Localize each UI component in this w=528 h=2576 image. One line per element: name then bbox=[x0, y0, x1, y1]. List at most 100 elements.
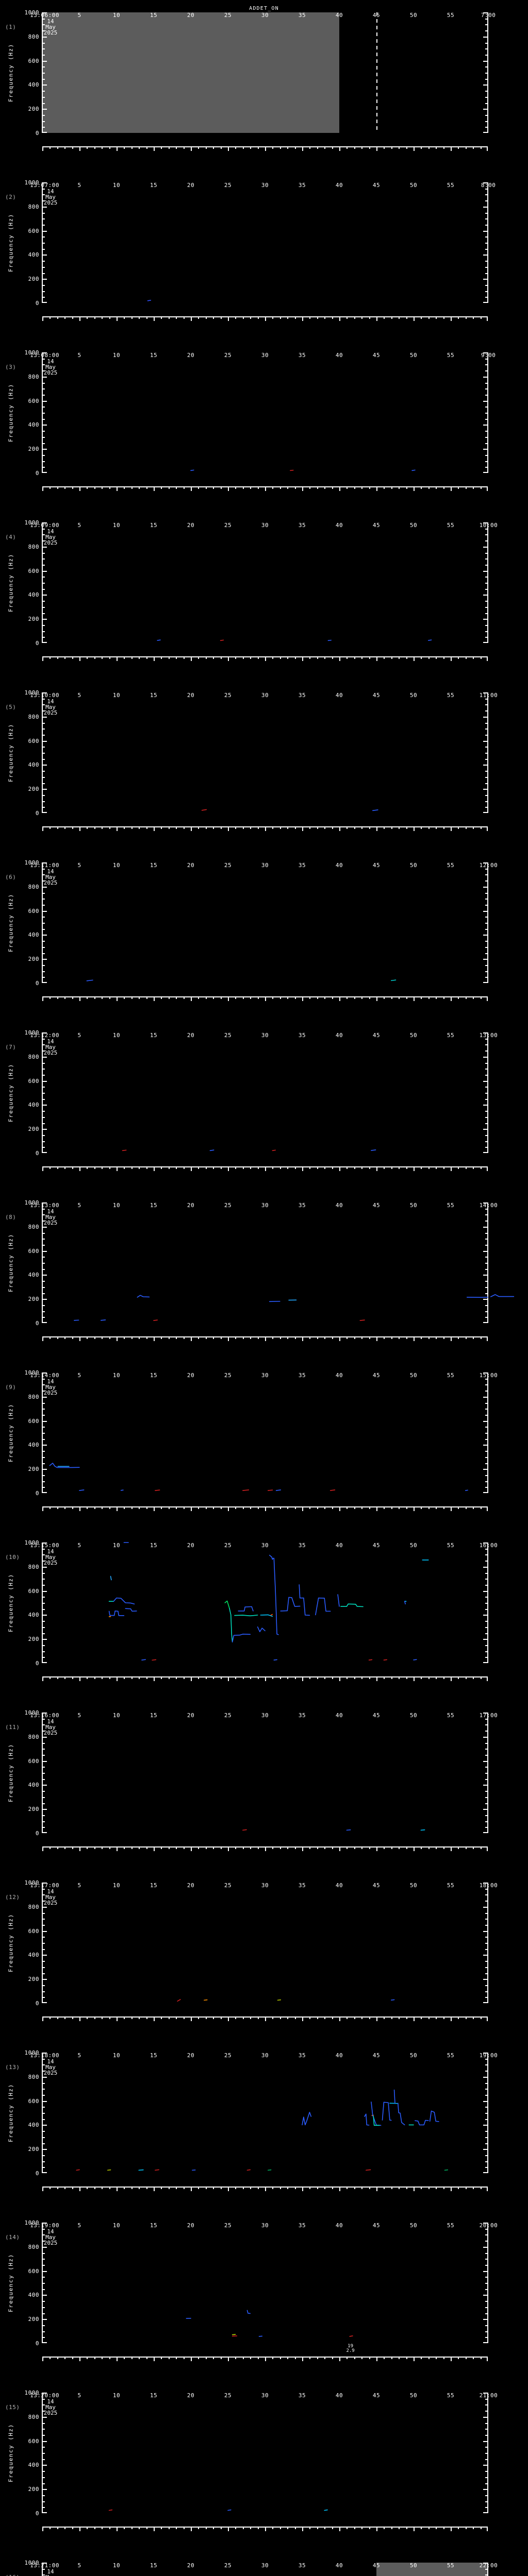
x-tick-minor bbox=[109, 1166, 110, 1169]
y-tick-minor bbox=[42, 2082, 45, 2084]
y-tick-minor-right bbox=[485, 2313, 488, 2314]
x-tick-minor bbox=[406, 656, 407, 659]
plot-area[interactable] bbox=[42, 2393, 488, 2513]
y-tick-major bbox=[42, 1662, 47, 1663]
plot-area[interactable] bbox=[42, 692, 488, 813]
x-tick-minor bbox=[94, 1846, 95, 1849]
x-tick-label: 35 bbox=[298, 12, 306, 19]
y-tick-minor bbox=[42, 2495, 45, 2496]
x-tick-minor bbox=[183, 2357, 185, 2359]
y-tick-minor bbox=[42, 1603, 45, 1604]
x-tick-label: 45 bbox=[372, 1032, 381, 1039]
y-tick-major-right bbox=[483, 400, 488, 402]
y-axis-title: Frequency (Hz) bbox=[7, 383, 14, 442]
y-tick-minor-right bbox=[485, 358, 488, 360]
y-tick-minor-right bbox=[485, 2471, 488, 2472]
x-tick-minor bbox=[220, 316, 222, 319]
x-tick-minor bbox=[421, 2527, 422, 2529]
x-tick-minor bbox=[361, 146, 363, 149]
x-tick-minor bbox=[421, 996, 422, 999]
x-tick-minor bbox=[146, 1846, 147, 1849]
x-tick-minor bbox=[220, 826, 222, 829]
plot-area[interactable] bbox=[42, 522, 488, 643]
date-line: 14 bbox=[47, 2058, 54, 2065]
x-tick-label: 10 bbox=[112, 182, 121, 189]
y-tick-minor-right bbox=[485, 583, 488, 584]
spectrogram-panel: (10) Frequency (Hz) 1000 800 600 400 200 0 13:15… bbox=[0, 1536, 528, 1706]
x-tick-minor bbox=[109, 2016, 110, 2019]
x-tick-minor bbox=[131, 316, 133, 319]
y-tick-major-right bbox=[483, 132, 488, 133]
x-tick-minor bbox=[131, 2527, 133, 2529]
y-tick-minor-right bbox=[485, 1391, 488, 1392]
plot-area[interactable] bbox=[42, 2563, 488, 2576]
x-tick-minor bbox=[235, 826, 237, 829]
x-tick-minor bbox=[183, 1506, 185, 1509]
x-tick-minor bbox=[421, 316, 422, 319]
x-tick-label: 25 bbox=[224, 1542, 232, 1549]
plot-area[interactable] bbox=[42, 2053, 488, 2173]
x-tick-minor bbox=[161, 996, 162, 999]
x-tick-minor bbox=[102, 656, 103, 659]
y-tick-minor-right bbox=[485, 753, 488, 754]
plot-area[interactable] bbox=[42, 12, 488, 133]
plot-area[interactable] bbox=[42, 862, 488, 983]
plot-area[interactable] bbox=[42, 1883, 488, 2003]
plot-area[interactable] bbox=[42, 1032, 488, 1153]
plot-area[interactable] bbox=[42, 1713, 488, 1833]
x-tick-minor bbox=[436, 1506, 437, 1509]
y-tick-minor-right bbox=[485, 1134, 488, 1136]
x-tick-minor bbox=[443, 486, 444, 489]
x-tick-minor bbox=[369, 2527, 370, 2529]
y-tick-minor-right bbox=[485, 1456, 488, 1458]
x-tick-major bbox=[154, 1846, 155, 1851]
y-tick-major-right bbox=[483, 692, 488, 693]
plot-area[interactable] bbox=[42, 182, 488, 303]
x-tick-minor bbox=[473, 996, 474, 999]
plot-area[interactable] bbox=[42, 1202, 515, 1323]
y-tick-minor bbox=[42, 261, 45, 262]
y-tick-minor-right bbox=[485, 734, 488, 736]
plot-area[interactable] bbox=[42, 1542, 488, 1663]
spectrogram-panel: (6) Frequency (Hz) 1000 800 600 400 200 0 13:11:… bbox=[0, 856, 528, 1026]
y-tick-minor-right bbox=[485, 2089, 488, 2090]
y-tick-minor-right bbox=[485, 1919, 488, 1920]
x-tick-major bbox=[117, 1676, 118, 1681]
y-tick-major bbox=[42, 2295, 47, 2296]
x-tick-label: 20 bbox=[187, 1542, 195, 1549]
y-tick-label: 0 bbox=[35, 2510, 39, 2517]
y-tick-minor-right bbox=[485, 1991, 488, 1992]
y-tick-label: 800 bbox=[28, 1223, 39, 1230]
y-tick-minor-right bbox=[485, 1597, 488, 1598]
y-tick-major bbox=[42, 279, 47, 280]
detection-trace bbox=[147, 300, 152, 301]
date-line: 14 bbox=[47, 1038, 54, 1045]
y-tick-major-right bbox=[483, 2172, 488, 2173]
x-tick-minor bbox=[443, 2187, 444, 2189]
x-tick-minor bbox=[235, 1336, 237, 1339]
x-tick-minor bbox=[102, 146, 103, 149]
plot-area[interactable] bbox=[42, 1372, 488, 1493]
y-tick-major-right bbox=[483, 812, 488, 813]
x-tick-minor bbox=[72, 1166, 73, 1169]
x-tick-minor bbox=[332, 2016, 333, 2019]
detection-trace bbox=[177, 1999, 181, 2002]
x-tick-minor bbox=[361, 486, 363, 489]
x-tick-minor bbox=[183, 316, 185, 319]
y-tick-minor bbox=[42, 964, 45, 966]
x-tick-minor bbox=[168, 1336, 170, 1339]
x-tick-minor bbox=[64, 1166, 66, 1169]
plot-area[interactable] bbox=[42, 2223, 488, 2343]
y-tick-minor bbox=[42, 406, 45, 408]
x-tick-minor bbox=[443, 2357, 444, 2359]
plot-area[interactable] bbox=[42, 352, 488, 473]
y-tick-minor-right bbox=[485, 418, 488, 420]
detection-traces bbox=[49, 1463, 468, 1491]
y-tick-label: 1000 bbox=[24, 859, 39, 866]
y-tick-major-right bbox=[483, 1275, 488, 1276]
date-line: May bbox=[45, 1724, 56, 1731]
y-tick-minor bbox=[42, 728, 45, 730]
x-tick-minor bbox=[346, 486, 348, 489]
y-axis-title: Frequency (Hz) bbox=[7, 1403, 14, 1462]
